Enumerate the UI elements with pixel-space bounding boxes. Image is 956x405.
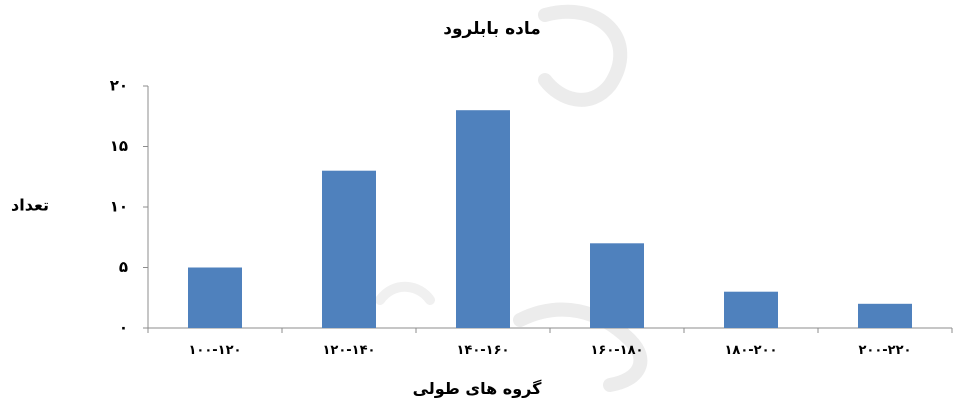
chart-title: ماده بابلرود xyxy=(443,19,541,39)
x-tick-label: ۱۶۰-۱۸۰ xyxy=(590,343,643,358)
bar xyxy=(590,243,644,328)
bars xyxy=(188,110,912,328)
y-tick-label: ۱۰ xyxy=(110,198,128,216)
y-tick-label: ۰ xyxy=(119,319,128,337)
bar xyxy=(322,170,376,328)
bar xyxy=(858,303,912,328)
y-axis-label: تعداد xyxy=(11,196,49,215)
x-tick-label: ۱۲۰-۱۴۰ xyxy=(322,343,375,358)
bar xyxy=(456,110,510,328)
y-tick-label: ۱۵ xyxy=(110,137,128,155)
x-tick-label: ۱۰۰-۱۲۰ xyxy=(188,343,241,358)
x-axis-label: گروه های طولی xyxy=(413,379,543,398)
x-axis-tick-labels: ۱۰۰-۱۲۰ ۱۲۰-۱۴۰ ۱۴۰-۱۶۰ ۱۶۰-۱۸۰ ۱۸۰-۲۰۰ ۲۰۰-۲… xyxy=(188,343,911,358)
x-tick-label: ۱۸۰-۲۰۰ xyxy=(724,343,777,358)
bar xyxy=(724,291,778,328)
chart-axes xyxy=(147,86,953,333)
x-tick-label: ۱۴۰-۱۶۰ xyxy=(456,343,509,358)
x-tick-label: ۲۰۰-۲۲۰ xyxy=(858,343,911,358)
y-tick-label: ۵ xyxy=(119,258,128,276)
y-axis-ticks: ۰ ۵ ۱۰ ۱۵ ۲۰ xyxy=(110,77,148,337)
bar xyxy=(188,267,242,328)
y-tick-label: ۲۰ xyxy=(110,77,128,95)
